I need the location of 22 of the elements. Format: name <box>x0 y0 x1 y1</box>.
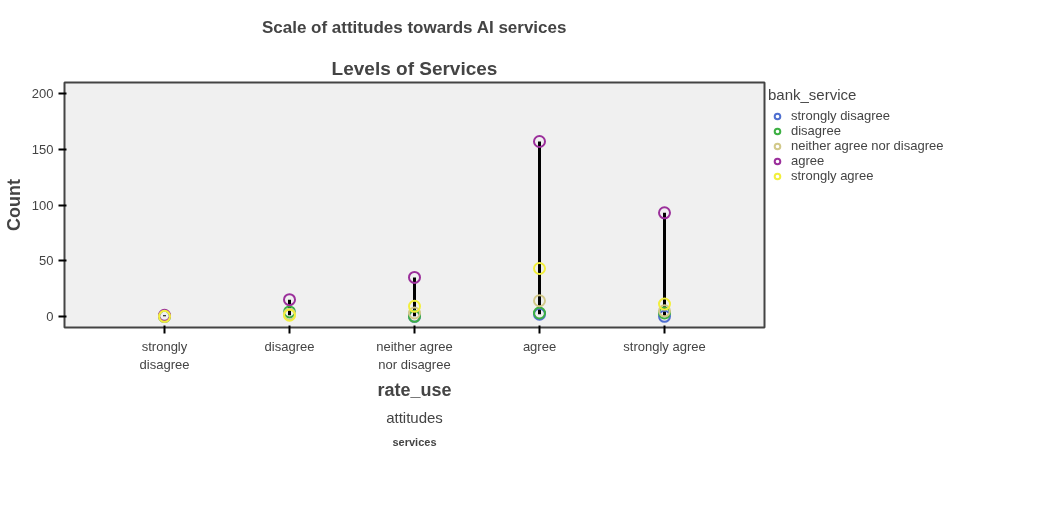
y-tick-label: 150 <box>31 141 54 157</box>
legend-title: bank_service <box>768 86 858 103</box>
legend-label: neither agree nor disagree <box>791 138 944 153</box>
x-tick-label: neither agree nor disagree <box>376 338 453 372</box>
x-tick-label: disagree <box>264 338 315 354</box>
y-tick-label: 0 <box>46 308 54 324</box>
chart-subtitle: Levels of Services <box>331 57 498 79</box>
legend-label: strongly disagree <box>791 108 890 123</box>
y-axis-title: Count <box>3 179 24 231</box>
x-axis-title: rate_use <box>377 379 452 400</box>
text: attitudes <box>386 408 443 426</box>
legend-label: agree <box>791 153 825 168</box>
y-tick-label: 100 <box>31 197 54 213</box>
y-tick-label: 200 <box>31 86 54 102</box>
x-tick-label: agree <box>522 338 557 354</box>
text: services <box>392 435 437 448</box>
legend-label: disagree <box>791 123 841 138</box>
x-tick-label: strongly agree <box>623 338 706 354</box>
x-tick-label: strongly disagree <box>139 338 190 372</box>
chart-title: Scale of attitudes towards AI services <box>261 17 567 37</box>
y-tick-label: 50 <box>39 253 54 269</box>
legend-label: strongly agree <box>791 168 874 183</box>
